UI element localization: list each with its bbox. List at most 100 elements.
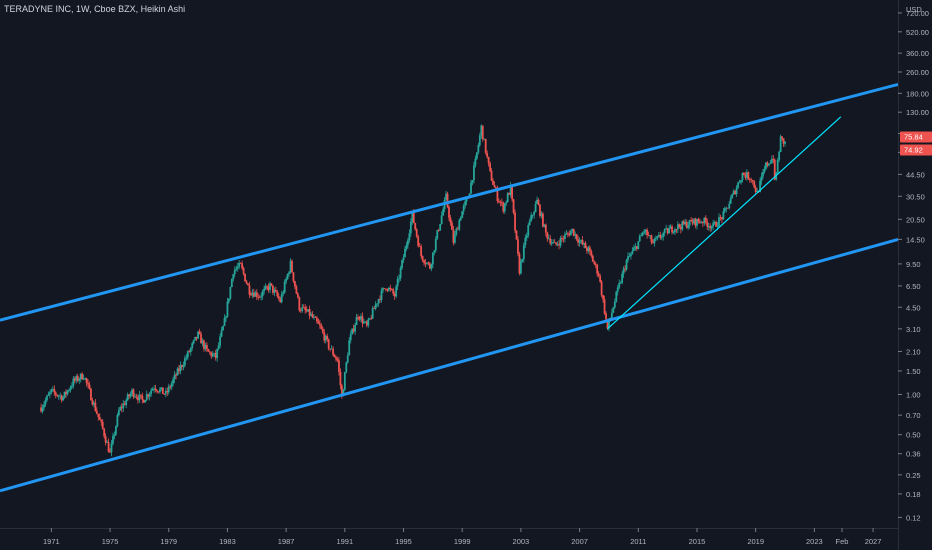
- candle-body: [95, 410, 98, 414]
- candle-body: [723, 208, 726, 212]
- candle-body: [496, 189, 499, 202]
- candle-body: [51, 388, 54, 390]
- candle-body: [669, 226, 672, 229]
- candle-body: [712, 223, 715, 227]
- candle-body: [605, 313, 607, 319]
- trend-line[interactable]: [607, 116, 842, 330]
- candle-body: [198, 331, 201, 334]
- candle-body: [220, 330, 223, 337]
- channel-lower-line[interactable]: [0, 237, 899, 493]
- candle-body: [135, 396, 138, 398]
- price-tick-label: 4.50: [906, 303, 921, 312]
- candle-body: [255, 292, 258, 297]
- candle-body: [744, 174, 747, 178]
- candle-body: [674, 229, 676, 233]
- candle-body: [715, 222, 717, 227]
- candle-body: [743, 172, 745, 175]
- candle-body: [88, 384, 91, 389]
- candle-body: [657, 235, 660, 237]
- candle-body: [688, 219, 691, 226]
- candle-body: [552, 242, 555, 243]
- candle-body: [339, 371, 342, 386]
- candle-body: [754, 187, 757, 192]
- candle-body: [120, 407, 123, 409]
- candle-body: [437, 230, 440, 231]
- candle-body: [500, 202, 503, 204]
- candle-body: [590, 251, 593, 256]
- time-axis-background: [0, 528, 898, 550]
- candle-body: [327, 339, 330, 349]
- candle-body: [395, 286, 398, 297]
- candle-body: [396, 278, 399, 287]
- candle-body: [222, 325, 224, 331]
- candle-body: [691, 221, 694, 224]
- candle-body: [565, 233, 568, 235]
- candle-body: [66, 390, 69, 395]
- drawing-lines-layer[interactable]: [0, 82, 899, 493]
- candle-body: [492, 180, 494, 185]
- candle-body: [260, 296, 263, 298]
- candle-body: [719, 217, 722, 219]
- current-price-label: 75.84: [904, 132, 923, 141]
- candle-body: [298, 297, 301, 311]
- candle-body: [310, 314, 312, 316]
- candle-body: [424, 262, 427, 264]
- price-tick-label: 44.50: [906, 170, 925, 179]
- price-tick-label: 3.10: [906, 325, 921, 334]
- candle-body: [564, 234, 566, 239]
- candle-body: [387, 287, 390, 291]
- candle-body: [318, 323, 321, 326]
- candle-body: [608, 319, 610, 329]
- candle-body: [421, 255, 424, 261]
- candle-body: [470, 182, 472, 194]
- candle-body: [630, 253, 632, 256]
- candle-body: [229, 287, 232, 299]
- candle-body: [239, 262, 242, 264]
- candle-body: [176, 368, 179, 376]
- candle-body: [82, 378, 85, 380]
- time-tick-label: 2023: [806, 537, 823, 546]
- candle-body: [137, 397, 139, 401]
- candle-body: [612, 307, 615, 313]
- candle-body: [418, 245, 421, 247]
- candle-body: [122, 403, 125, 409]
- candle-body: [399, 268, 402, 279]
- candle-body: [540, 213, 543, 216]
- time-axis[interactable]: 1971 1975 1979 1983 1987 1991 1995 1999 2003 2007…: [0, 528, 898, 550]
- candle-body: [580, 240, 582, 242]
- candle-body: [189, 347, 192, 353]
- candle-body: [166, 391, 169, 393]
- candle-body: [370, 318, 373, 320]
- candle-body: [226, 301, 229, 317]
- candle-body: [170, 383, 173, 388]
- candle-body: [258, 296, 261, 298]
- candle-body: [254, 292, 257, 297]
- price-axis[interactable]: 720.00520.00360.00260.00180.00130.0090.0…: [898, 0, 932, 550]
- candle-body: [553, 242, 556, 243]
- price-tick-label: 0.70: [906, 411, 921, 420]
- candle-body: [305, 310, 308, 312]
- candle-body: [172, 379, 175, 384]
- candle-body: [251, 292, 254, 295]
- candle-body: [619, 282, 622, 284]
- candle-body: [285, 279, 288, 282]
- channel-upper-line[interactable]: [0, 82, 899, 322]
- candle-body: [110, 443, 113, 453]
- candle-body: [321, 328, 324, 333]
- candle-body: [101, 421, 104, 429]
- candle-body: [509, 184, 512, 195]
- candle-body: [483, 138, 486, 140]
- candle-body: [704, 217, 707, 223]
- candle-body: [465, 198, 468, 202]
- candle-body: [385, 288, 387, 290]
- candle-body: [481, 125, 484, 140]
- candle-body: [343, 372, 346, 390]
- candle-body: [365, 321, 368, 326]
- candle-body: [489, 163, 491, 171]
- candle-body: [409, 221, 412, 234]
- candle-body: [544, 224, 547, 233]
- time-tick-label: 1971: [43, 537, 60, 546]
- candle-body: [316, 317, 318, 322]
- candle-body: [233, 269, 236, 275]
